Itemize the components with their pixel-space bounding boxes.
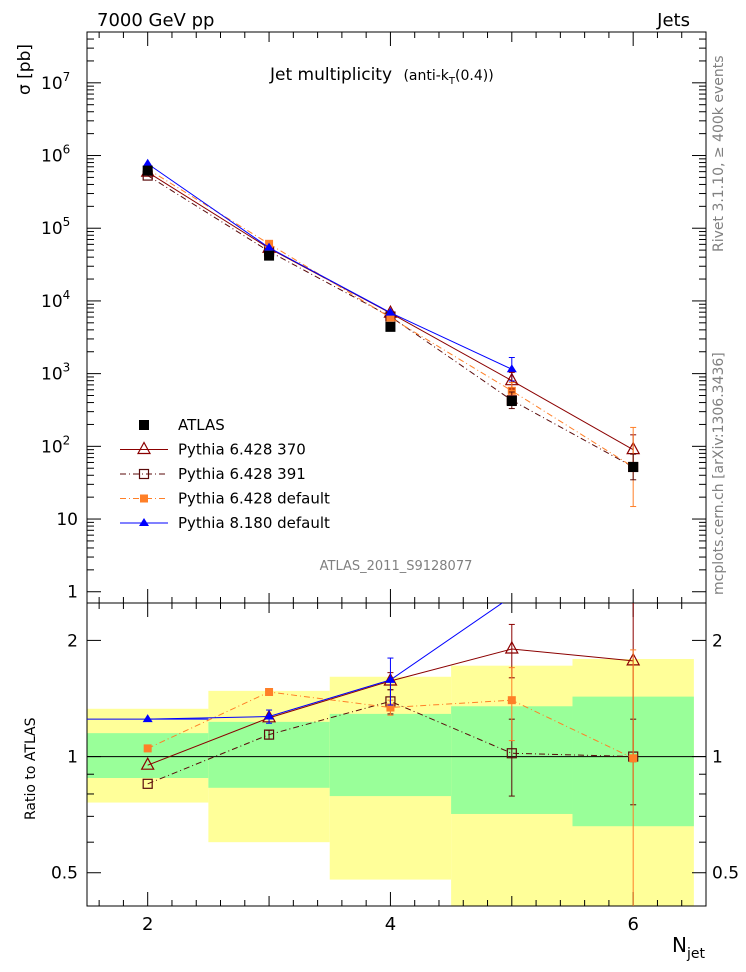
legend: ATLAS Pythia 6.428 370 Pythia 6.428 391 Pyt… bbox=[120, 416, 330, 532]
ratio-point-py8 bbox=[264, 711, 275, 720]
ratio-point-pydefault bbox=[386, 703, 395, 712]
ratio-line-py8 bbox=[147, 603, 504, 720]
ratio-point-py8 bbox=[142, 714, 153, 723]
ratio-tick-label-left: 2 bbox=[67, 631, 78, 651]
header-energy: 7000 GeV pp bbox=[97, 10, 214, 31]
legend-marker-py370 bbox=[136, 441, 152, 455]
legend-marker-py8 bbox=[139, 518, 149, 526]
legend-label-py8: Pythia 8.180 default bbox=[178, 514, 330, 532]
data-point-py8 bbox=[264, 242, 275, 251]
ratio-plot-frame bbox=[86, 602, 707, 907]
series-line-pydefault bbox=[147, 168, 634, 468]
rivet-info-text: Rivet 3.1.10, ≥ 400k events bbox=[711, 55, 727, 252]
x-tick-label: 4 bbox=[385, 914, 396, 935]
legend-marker-pydefault bbox=[140, 494, 148, 503]
x-axis-title: Njet bbox=[672, 933, 705, 962]
series-line-py391 bbox=[147, 175, 634, 468]
atlas-data-point bbox=[264, 250, 275, 261]
ratio-point-py8 bbox=[385, 674, 396, 683]
ratio-point-pydefault bbox=[507, 696, 516, 705]
ratio-point-py391 bbox=[263, 729, 275, 740]
y-tick-label: 1 bbox=[67, 583, 78, 603]
legend-marker-py391 bbox=[138, 468, 150, 480]
x-tick-label: 6 bbox=[627, 914, 638, 935]
ratio-point-py391 bbox=[142, 778, 153, 789]
uncertainty-bands bbox=[87, 658, 706, 906]
analysis-id: ATLAS_2011_S9128077 bbox=[320, 559, 473, 574]
y-tick-label: 104 bbox=[41, 288, 70, 312]
atlas-data-point bbox=[142, 165, 153, 176]
data-point-py8 bbox=[142, 158, 153, 167]
legend-label-pydefault: Pythia 6.428 default bbox=[178, 490, 330, 508]
band-inner-2 bbox=[87, 733, 209, 778]
ratio-tick-label-right: 2 bbox=[712, 631, 723, 651]
y-tick-label: 107 bbox=[41, 70, 70, 94]
band-inner-4 bbox=[329, 713, 452, 797]
chart-title: Jet multiplicity (anti-kT(0.4)) bbox=[269, 65, 494, 87]
ratio-axis-title: Ratio to ATLAS bbox=[23, 717, 39, 820]
atlas-data-point bbox=[506, 396, 517, 407]
ratio-point-pydefault bbox=[143, 744, 152, 753]
atlas-data-point bbox=[628, 461, 639, 472]
legend-label-py391: Pythia 6.428 391 bbox=[178, 465, 306, 483]
series-layer bbox=[87, 158, 641, 906]
data-point-pydefault bbox=[386, 313, 395, 322]
x-tick-label: 2 bbox=[142, 914, 153, 935]
ratio-point-pydefault bbox=[265, 687, 274, 696]
ratio-tick-label-right: 0.5 bbox=[712, 864, 739, 884]
ratio-point-pydefault bbox=[629, 754, 638, 763]
ratio-tick-label-left: 0.5 bbox=[51, 864, 78, 884]
y-tick-label: 103 bbox=[41, 361, 70, 385]
ratio-point-py370 bbox=[140, 756, 155, 770]
ratio-series-group bbox=[87, 603, 641, 906]
axes-ticks: 1 10 102 103 104 105 106 107 2 4 6 0.5 0.5 1 1 2 2 bbox=[41, 31, 739, 935]
y-axis-title: σ [pb] bbox=[15, 44, 35, 95]
y-tick-label: 105 bbox=[41, 215, 70, 239]
ratio-point-py391 bbox=[506, 748, 517, 759]
legend-label-atlas: ATLAS bbox=[178, 416, 225, 434]
atlas-data-point bbox=[385, 321, 396, 332]
header-category: Jets bbox=[656, 10, 690, 31]
legend-marker-atlas bbox=[139, 420, 149, 430]
y-tick-label: 10 bbox=[56, 510, 78, 530]
ratio-point-py370 bbox=[504, 640, 519, 654]
ratio-tick-label-right: 1 bbox=[712, 748, 723, 768]
series-line-py8 bbox=[147, 163, 513, 370]
data-point-py8 bbox=[385, 307, 396, 316]
legend-label-py370: Pythia 6.428 370 bbox=[178, 441, 306, 459]
y-tick-label: 102 bbox=[41, 433, 70, 457]
ratio-tick-label-left: 1 bbox=[67, 748, 78, 768]
y-tick-label: 106 bbox=[41, 143, 70, 167]
mcplots-reference-text: mcplots.cern.ch [arXiv:1306.3436] bbox=[711, 352, 727, 595]
